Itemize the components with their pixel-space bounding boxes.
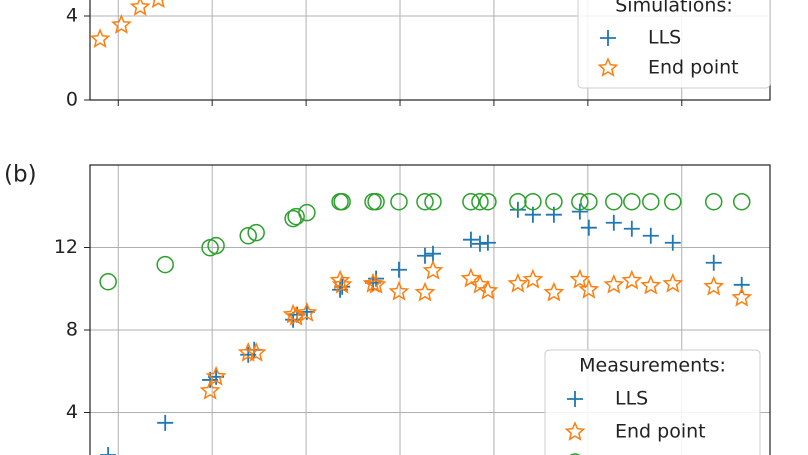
circle-marker [287, 207, 305, 226]
star-marker [703, 275, 725, 296]
star-marker [469, 273, 491, 294]
circle-marker [545, 192, 563, 211]
plus-marker [571, 203, 588, 220]
circle-marker [367, 192, 385, 211]
plus-marker [605, 214, 622, 231]
plus-marker [471, 235, 488, 252]
star-marker [543, 281, 565, 302]
circle-marker [479, 192, 497, 211]
star-marker [422, 259, 444, 280]
plot-frame [89, 0, 771, 101]
star-marker [89, 28, 111, 49]
star-marker [603, 273, 625, 294]
plus-marker [390, 261, 407, 278]
legend-box [577, 0, 771, 89]
star-marker [414, 281, 436, 302]
y-tick-label: 4 [66, 401, 78, 423]
star-marker [111, 14, 132, 34]
star-marker [151, 0, 165, 9]
circle-marker [524, 192, 542, 211]
circle-marker [247, 223, 265, 242]
star-marker [621, 269, 643, 290]
legend-marker [597, 57, 619, 77]
circle-marker [605, 192, 623, 211]
star-marker [199, 379, 221, 400]
legend-label: End point [648, 57, 739, 79]
star-marker [522, 268, 544, 289]
circle-marker [390, 192, 408, 211]
legend-marker [567, 391, 583, 407]
star-marker [731, 286, 753, 307]
plus-marker [580, 219, 597, 236]
y-tick-label: 4 [66, 5, 78, 27]
plus-marker [157, 414, 174, 431]
star-marker [296, 301, 318, 322]
circle-marker [416, 192, 434, 211]
plus-marker [705, 254, 722, 271]
plus-marker [479, 234, 496, 251]
legend-title: Simulations: [615, 0, 733, 17]
circle-marker [664, 192, 682, 211]
star-marker [129, 0, 151, 16]
star-marker [245, 341, 267, 362]
legend-box [544, 349, 761, 455]
circle-marker [333, 192, 351, 211]
circle-marker [571, 192, 589, 211]
y-tick-label: 8 [66, 319, 78, 341]
star-marker [569, 268, 591, 289]
plus-marker [664, 234, 681, 251]
star-marker [578, 278, 600, 299]
legend-label: End point [615, 421, 706, 443]
star-marker [460, 267, 482, 288]
star-marker [331, 273, 353, 294]
circle-marker [298, 203, 316, 222]
star-marker [477, 279, 499, 300]
legend-label: LLS [648, 27, 681, 49]
star-marker [662, 272, 684, 293]
circle-marker [462, 192, 480, 211]
circle-marker [424, 192, 442, 211]
y-tick-label: 12 [54, 236, 78, 258]
circle-marker [623, 192, 641, 211]
star-marker [507, 272, 529, 293]
star-marker [365, 273, 387, 294]
y-tick-label: 0 [66, 89, 78, 111]
star-marker [388, 280, 410, 301]
legend-title: Measurements: [579, 355, 726, 377]
circle-marker [509, 192, 527, 211]
plus-marker [424, 245, 441, 262]
legend-marker [600, 30, 616, 46]
legend-label: LLS [615, 388, 648, 410]
circle-marker [704, 192, 723, 211]
circle-marker [642, 192, 660, 211]
circle-marker [99, 272, 117, 291]
star-marker [362, 272, 384, 293]
plus-marker [642, 227, 659, 244]
circle-marker [207, 236, 225, 255]
star-marker [205, 365, 227, 386]
circle-marker [471, 192, 489, 211]
plot-frame [89, 164, 771, 455]
legend-marker [564, 421, 586, 441]
plus-marker [462, 231, 479, 248]
plus-marker [416, 247, 433, 264]
star-marker [329, 269, 351, 290]
star-marker [640, 274, 662, 295]
plus-marker [100, 446, 117, 455]
circle-marker [239, 226, 257, 245]
legend-marker [569, 453, 581, 455]
circle-marker [156, 255, 174, 274]
panel-label: (b) [4, 162, 37, 188]
plus-marker [623, 220, 640, 237]
star-marker [237, 341, 259, 362]
circle-marker [580, 192, 598, 211]
circle-marker [732, 192, 751, 211]
